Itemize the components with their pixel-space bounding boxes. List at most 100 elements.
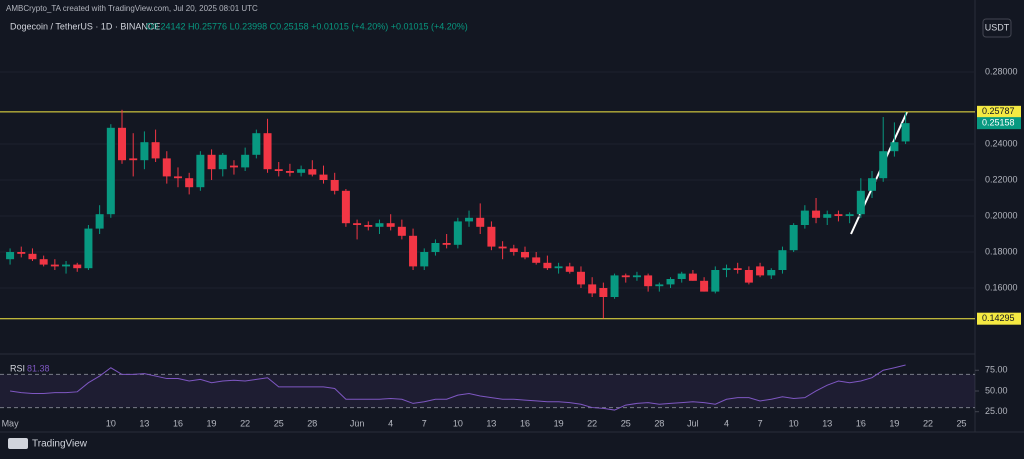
candle-body bbox=[778, 250, 787, 270]
candle-body bbox=[353, 223, 362, 225]
rsi-tick-label: 25.00 bbox=[985, 406, 1008, 416]
candle-body bbox=[632, 275, 641, 278]
candle-body bbox=[644, 275, 653, 287]
candle-body bbox=[397, 226, 406, 236]
candle-body bbox=[285, 171, 294, 173]
candle-body bbox=[621, 275, 630, 278]
x-tick-label: 28 bbox=[654, 418, 664, 428]
candle-body bbox=[543, 262, 552, 269]
x-tick-label: 16 bbox=[173, 418, 183, 428]
candle-body bbox=[521, 252, 529, 258]
x-tick-label: Jun bbox=[350, 418, 365, 428]
x-tick-label: 4 bbox=[388, 418, 393, 428]
y-tick-label: 0.16000 bbox=[985, 282, 1018, 292]
x-tick-label: 22 bbox=[923, 418, 933, 428]
level-label: 0.14295 bbox=[982, 313, 1015, 323]
last-price-label: 0.25158 bbox=[982, 118, 1015, 128]
candle-body bbox=[879, 151, 888, 179]
candle-body bbox=[409, 235, 418, 267]
candle-body bbox=[229, 165, 238, 168]
candle-body bbox=[856, 190, 865, 215]
candle-body bbox=[756, 266, 765, 276]
x-tick-label: 10 bbox=[789, 418, 799, 428]
last-price-box bbox=[977, 117, 1021, 130]
candle-body bbox=[218, 154, 227, 170]
candle-body bbox=[554, 266, 563, 269]
candle-body bbox=[241, 154, 250, 168]
candle-body bbox=[476, 217, 485, 227]
candle-body bbox=[688, 273, 697, 281]
candle-body bbox=[73, 264, 82, 269]
candle-body bbox=[196, 154, 205, 188]
candle-body bbox=[375, 223, 384, 227]
x-tick-label: 13 bbox=[822, 418, 832, 428]
candle-body bbox=[364, 225, 373, 227]
candle-body bbox=[140, 142, 149, 161]
x-tick-label: 28 bbox=[307, 418, 317, 428]
x-tick-label: 10 bbox=[453, 418, 463, 428]
candle-body bbox=[6, 252, 15, 260]
x-tick-label: 13 bbox=[486, 418, 496, 428]
x-tick-label: 16 bbox=[520, 418, 530, 428]
candle-body bbox=[487, 226, 496, 247]
ohlc: O0.24142 H0.25776 L0.23998 C0.25158 +0.0… bbox=[146, 21, 468, 31]
credit: AMBCrypto_TA created with TradingView.co… bbox=[6, 4, 258, 13]
currency[interactable]: USDT bbox=[985, 22, 1010, 32]
candle-body bbox=[17, 252, 26, 254]
x-tick-label: 22 bbox=[587, 418, 597, 428]
rsi-tick-label: 50.00 bbox=[985, 385, 1008, 395]
candle-body bbox=[263, 133, 272, 170]
candle-body bbox=[151, 142, 160, 159]
candle-body bbox=[812, 210, 821, 218]
candle-body bbox=[532, 257, 541, 263]
candle-body bbox=[655, 284, 664, 287]
candle-body bbox=[666, 279, 675, 285]
candle-body bbox=[509, 248, 518, 252]
candle-body bbox=[744, 270, 753, 283]
candle-body bbox=[722, 268, 731, 270]
candle-body bbox=[62, 264, 71, 267]
candle-body bbox=[207, 154, 216, 170]
candle-body bbox=[162, 158, 171, 177]
candle-body bbox=[341, 190, 350, 224]
candle-body bbox=[330, 180, 339, 191]
x-tick-label: 19 bbox=[207, 418, 217, 428]
candle-body bbox=[106, 127, 115, 215]
candle-body bbox=[599, 288, 608, 297]
level-label: 0.25787 bbox=[982, 106, 1015, 116]
candle-body bbox=[576, 271, 585, 285]
candle-body bbox=[118, 127, 127, 161]
rsi-line bbox=[10, 364, 906, 411]
candle-body bbox=[901, 123, 910, 142]
candle-body bbox=[610, 275, 619, 297]
candle-body bbox=[823, 214, 832, 218]
y-tick-label: 0.28000 bbox=[985, 66, 1018, 76]
x-tick-label: 4 bbox=[724, 418, 729, 428]
candle-body bbox=[252, 133, 261, 155]
candle-body bbox=[677, 273, 686, 279]
candle-body bbox=[386, 223, 395, 227]
candle-body bbox=[465, 217, 474, 222]
rsi-band bbox=[0, 374, 975, 408]
candle-body bbox=[173, 176, 182, 179]
candle-body bbox=[789, 225, 798, 251]
x-tick-label: 10 bbox=[106, 418, 116, 428]
candle-body bbox=[274, 169, 283, 171]
x-tick-label: 16 bbox=[856, 418, 866, 428]
candle-body bbox=[800, 210, 809, 225]
candle-body bbox=[50, 264, 59, 267]
x-tick-label: 25 bbox=[274, 418, 284, 428]
x-tick-label: Jul bbox=[687, 418, 699, 428]
candle-body bbox=[308, 169, 317, 175]
candle-body bbox=[185, 178, 194, 188]
x-tick-label: 25 bbox=[621, 418, 631, 428]
x-tick-label: 25 bbox=[957, 418, 967, 428]
candle-body bbox=[733, 268, 742, 270]
x-tick-label: 22 bbox=[240, 418, 250, 428]
currency-box[interactable] bbox=[982, 18, 1012, 38]
logo bbox=[8, 438, 28, 449]
candle-body bbox=[711, 270, 720, 292]
candle-body bbox=[319, 174, 328, 180]
rsi-tick-label: 75.00 bbox=[985, 365, 1008, 375]
